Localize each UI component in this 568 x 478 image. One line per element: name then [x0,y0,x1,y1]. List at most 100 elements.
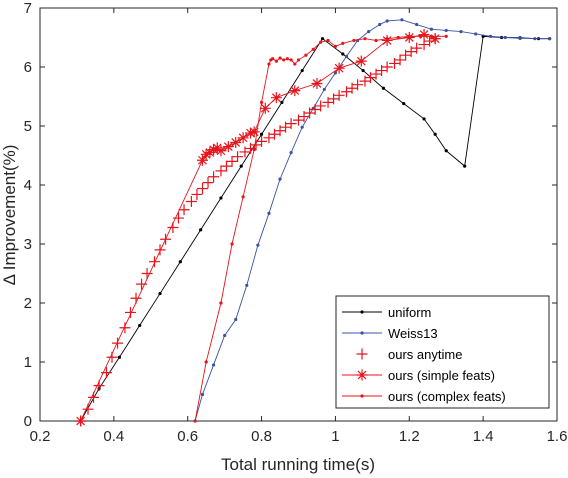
legend-marker [356,369,368,381]
x-tick-label: 0.2 [30,428,51,445]
data-point [503,35,507,40]
legend-marker [360,310,364,314]
legend-entry: ours anytime [356,347,462,362]
data-point [158,291,162,296]
data-point [202,177,214,189]
data-point [365,72,377,84]
data-point [223,333,227,338]
data-point [444,149,448,153]
data-point [341,41,345,46]
legend-label: ours (simple feats) [388,368,495,383]
data-point [196,154,208,166]
data-point [418,34,422,38]
data-point [234,317,238,322]
data-point [352,79,364,91]
data-point [309,103,321,115]
data-point [124,306,136,318]
data-point [232,151,244,163]
y-tick-label: 2 [24,295,32,312]
data-point [172,212,184,224]
data-point [259,132,264,136]
series-line [194,35,447,422]
data-point [280,121,292,133]
legend-box [335,295,550,409]
legend-marker [360,394,364,398]
data-point [444,28,448,33]
data-point [344,54,349,58]
x-tick-label: 0.4 [103,428,124,445]
legend-entry: Weiss13 [342,326,438,341]
data-point [341,86,353,98]
data-point [215,145,227,157]
data-point [322,87,326,92]
y-tick-label: 0 [24,413,32,430]
data-point [411,42,423,54]
data-point [311,78,323,90]
data-point [117,355,121,359]
data-point [268,128,280,140]
data-point [154,244,166,256]
data-point [280,100,284,104]
data-point [407,34,411,38]
data-point [394,54,406,66]
data-point [199,228,203,232]
data-point [285,118,297,130]
data-point [367,30,371,34]
data-point [178,204,190,216]
data-point [219,301,223,305]
data-point [259,100,264,104]
data-point [533,37,537,41]
series-ours-anytime [75,33,441,427]
data-point [226,155,238,167]
data-point [429,27,434,31]
data-point [463,164,467,168]
data-point [289,58,293,62]
data-point [239,164,243,168]
data-point [220,160,232,172]
data-point [402,101,406,106]
data-point [326,38,330,43]
data-point [361,68,365,73]
data-point [389,57,401,69]
data-point [267,62,271,66]
data-point [418,39,430,51]
data-point [320,37,325,41]
legend-entry: ours (simple feats) [342,368,495,383]
data-point [270,92,282,104]
y-tick-label: 3 [24,236,32,253]
y-tick-label: 1 [24,354,32,371]
data-point [346,82,358,94]
data-point [333,71,338,75]
data-point [405,46,417,58]
data-point [363,37,367,41]
data-point [178,260,182,264]
series-weiss13 [193,18,552,423]
data-point [311,47,315,51]
data-point [300,68,304,73]
x-tick-label: 0.8 [251,428,272,445]
data-point [322,96,334,108]
data-point [230,137,242,149]
data-point [474,32,478,36]
data-point [296,58,301,62]
data-point [374,38,378,43]
x-tick-label: 1.2 [399,428,420,445]
data-point [278,177,282,181]
data-point [208,144,220,156]
data-point [289,85,301,97]
data-point [352,38,356,43]
data-point [211,363,216,367]
data-point [136,278,148,290]
data-point [185,196,197,208]
data-point [237,132,249,144]
data-point [333,44,338,48]
data-point [385,19,389,23]
data-point [141,268,153,279]
data-point [239,146,251,158]
data-point [518,35,522,40]
data-point [271,57,275,61]
data-point [148,256,160,268]
data-point [333,62,345,74]
data-point [193,419,197,423]
